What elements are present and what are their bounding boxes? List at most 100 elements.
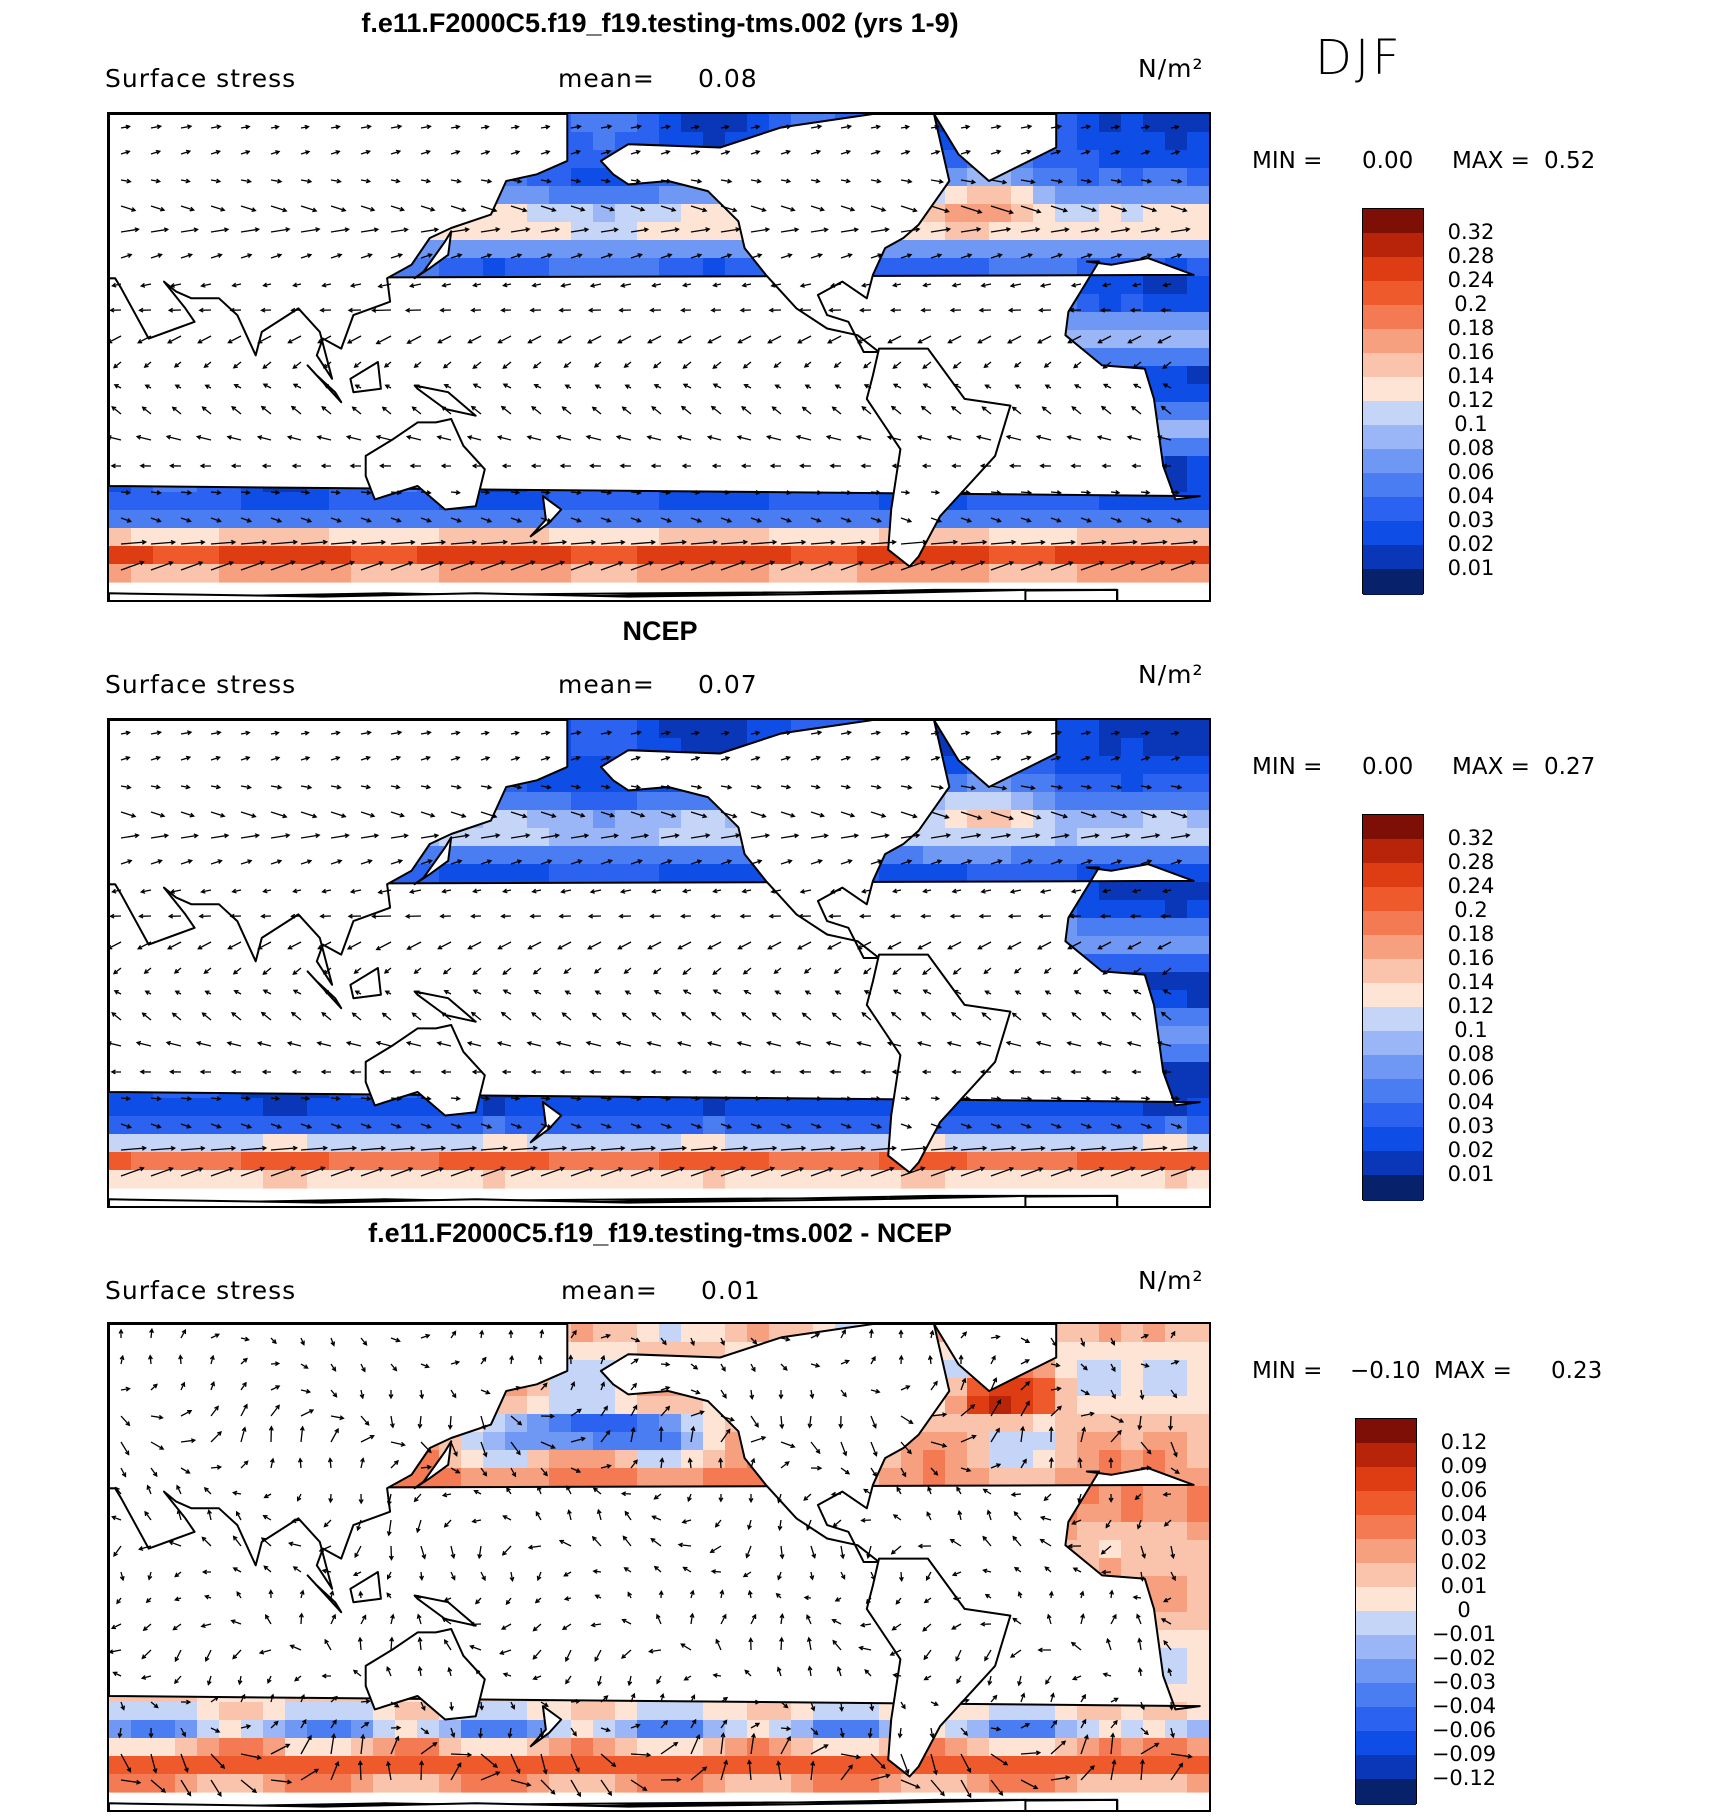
stress-vector	[720, 205, 738, 213]
field-cell	[1165, 276, 1188, 295]
stress-vector	[892, 967, 902, 975]
stress-vector	[466, 1041, 482, 1047]
field-cell	[923, 1468, 946, 1487]
field-cell	[703, 564, 726, 583]
field-cell	[989, 186, 1012, 205]
stress-vector	[1020, 785, 1036, 791]
field-cell	[1121, 492, 1144, 511]
stress-vector	[319, 307, 332, 313]
field-cell	[1121, 1558, 1144, 1577]
stress-vector	[840, 539, 866, 545]
field-cell	[857, 492, 880, 511]
field-cell	[1121, 546, 1144, 565]
field-cell	[197, 492, 220, 511]
field-cell	[901, 258, 924, 277]
stress-vector	[840, 811, 856, 818]
field-cell	[945, 222, 968, 241]
stress-vector	[797, 307, 812, 313]
stress-vector	[630, 1096, 642, 1102]
stress-vector	[983, 967, 992, 975]
field-cell	[1055, 1324, 1078, 1343]
field-cell	[1165, 756, 1188, 775]
stress-vector	[840, 1096, 852, 1102]
stress-vector	[860, 282, 872, 288]
field-cell	[593, 1324, 616, 1343]
field-cell	[1033, 1396, 1056, 1415]
field-cell	[747, 1098, 770, 1117]
field-cell	[1187, 1080, 1209, 1099]
stress-vector	[1020, 149, 1032, 155]
stress-vector	[600, 1145, 626, 1151]
stress-vector	[1020, 561, 1044, 571]
stress-vector	[1097, 335, 1112, 344]
stress-vector	[527, 335, 542, 344]
stress-vector	[510, 1145, 539, 1151]
field-cell	[967, 564, 990, 583]
stress-vector	[810, 1145, 836, 1151]
field-cell	[1165, 1558, 1188, 1577]
stress-vector	[390, 227, 409, 233]
field-cell	[1033, 564, 1056, 583]
stress-vector	[1110, 1095, 1121, 1101]
field-cell	[1187, 330, 1209, 349]
stress-vector	[900, 517, 913, 523]
stress-vector	[240, 253, 253, 259]
field-cell	[1187, 474, 1209, 493]
stress-vector	[1170, 756, 1181, 761]
stress-vector	[300, 1123, 313, 1129]
field-cell	[461, 528, 484, 547]
stress-vector	[1140, 1166, 1166, 1177]
field-cell	[1099, 492, 1122, 511]
stress-vector	[540, 1123, 553, 1129]
field-cell	[483, 510, 506, 529]
field-cell	[571, 1152, 594, 1171]
stress-vector	[300, 833, 321, 839]
field-cell	[1143, 204, 1166, 223]
stress-vector	[420, 784, 432, 790]
field-cell	[329, 1098, 352, 1117]
field-cell	[945, 1468, 968, 1487]
field-cell	[703, 132, 726, 151]
field-cell	[659, 1116, 682, 1135]
stress-vector	[557, 941, 572, 950]
field-cell	[527, 222, 550, 241]
colorbar-swatch	[1363, 449, 1423, 475]
field-cell	[197, 564, 220, 583]
field-cell	[1099, 1378, 1122, 1397]
field-cell	[395, 1170, 418, 1189]
field-cell	[769, 510, 792, 529]
field-cell	[571, 846, 594, 865]
stress-vector	[1102, 361, 1112, 369]
field-cell	[1011, 1432, 1034, 1451]
field-cell	[307, 1170, 330, 1189]
stress-vector	[540, 730, 551, 736]
stress-vector	[1080, 784, 1093, 790]
field-cell	[153, 1098, 176, 1117]
stress-vector	[120, 1145, 148, 1151]
stress-vector	[480, 253, 493, 259]
field-cell	[307, 492, 330, 511]
field-cell	[395, 510, 418, 529]
stress-vector	[510, 1095, 521, 1101]
stress-vector	[270, 730, 280, 736]
colorbar-swatch	[1363, 1055, 1423, 1081]
stress-vector	[949, 913, 962, 919]
stress-vector	[570, 539, 597, 545]
stress-vector	[330, 253, 343, 259]
stress-vector	[1160, 1011, 1172, 1021]
field-cell	[1165, 1062, 1188, 1081]
stress-vector	[262, 383, 272, 389]
stress-vector	[1050, 730, 1063, 736]
field-cell	[571, 1414, 594, 1433]
field-cell	[967, 1098, 990, 1117]
stress-vector	[1073, 967, 1082, 975]
stress-vector	[150, 490, 162, 496]
field-cell	[1187, 1468, 1209, 1487]
stress-vector	[227, 941, 242, 950]
stress-vector	[740, 1069, 752, 1075]
stress-vector	[870, 859, 883, 865]
stress-vector	[1044, 384, 1052, 389]
field-cell	[1143, 810, 1166, 829]
field-cell	[1187, 240, 1209, 259]
stress-vector	[951, 888, 962, 894]
